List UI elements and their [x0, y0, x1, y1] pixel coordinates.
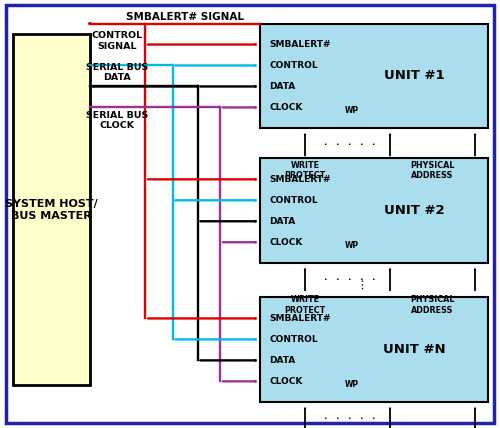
Text: •: •: [347, 277, 351, 282]
Text: SMBALERT#: SMBALERT#: [269, 175, 330, 184]
Text: WP: WP: [345, 380, 359, 389]
Text: •: •: [371, 416, 375, 421]
Text: •: •: [323, 277, 327, 282]
Text: UNIT #N: UNIT #N: [384, 343, 446, 357]
Text: DATA: DATA: [269, 217, 295, 226]
Text: CONTROL: CONTROL: [269, 335, 318, 344]
Text: CLOCK: CLOCK: [269, 377, 302, 386]
Text: DATA: DATA: [269, 82, 295, 91]
Text: •: •: [323, 416, 327, 421]
Text: SMBALERT#: SMBALERT#: [269, 314, 330, 323]
Text: CONTROL
SIGNAL: CONTROL SIGNAL: [92, 31, 143, 51]
Text: PHYSICAL
ADDRESS: PHYSICAL ADDRESS: [410, 295, 455, 315]
Bar: [12, 34, 90, 385]
Text: WRITE
PROTECT: WRITE PROTECT: [284, 295, 326, 315]
Text: •: •: [335, 416, 339, 421]
Text: •: •: [347, 416, 351, 421]
Bar: [260, 158, 488, 263]
Text: •: •: [359, 416, 363, 421]
Text: SMBALERT#: SMBALERT#: [269, 40, 330, 49]
Text: PHYSICAL
ADDRESS: PHYSICAL ADDRESS: [410, 160, 455, 180]
Text: CLOCK: CLOCK: [269, 238, 302, 247]
Text: •: •: [371, 142, 375, 147]
Text: SERIAL BUS
CLOCK: SERIAL BUS CLOCK: [86, 111, 148, 130]
Text: SYSTEM HOST/
BUS MASTER: SYSTEM HOST/ BUS MASTER: [5, 199, 98, 220]
Text: UNIT #2: UNIT #2: [384, 204, 445, 217]
Text: •: •: [359, 277, 363, 282]
Text: DATA: DATA: [269, 356, 295, 365]
Bar: [260, 24, 488, 128]
Text: UNIT #1: UNIT #1: [384, 69, 445, 83]
Text: WP: WP: [345, 106, 359, 116]
Text: •: •: [335, 277, 339, 282]
Text: •: •: [359, 142, 363, 147]
Bar: [260, 297, 488, 402]
Text: CONTROL: CONTROL: [269, 196, 318, 205]
Text: WP: WP: [345, 241, 359, 250]
Text: SERIAL BUS
DATA: SERIAL BUS DATA: [86, 63, 148, 82]
Text: •: •: [323, 142, 327, 147]
Text: •: •: [371, 277, 375, 282]
Text: CONTROL: CONTROL: [269, 61, 318, 70]
Text: SMBALERT# SIGNAL: SMBALERT# SIGNAL: [126, 12, 244, 22]
Text: •: •: [347, 142, 351, 147]
Text: •: •: [335, 142, 339, 147]
Text: WRITE
PROTECT: WRITE PROTECT: [284, 160, 326, 180]
Text: CLOCK: CLOCK: [269, 103, 302, 112]
